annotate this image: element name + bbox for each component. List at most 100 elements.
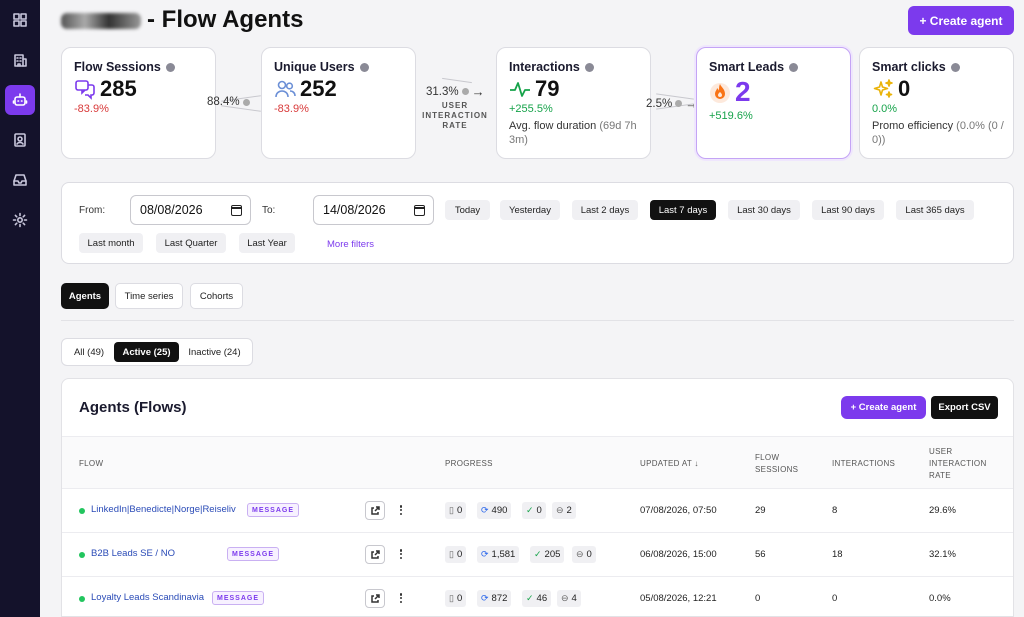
more-options-icon[interactable] [398, 547, 404, 561]
preset-today[interactable]: Today [445, 200, 490, 220]
col-updated-at[interactable]: UPDATED AT ↓ [640, 459, 699, 468]
to-label: To: [262, 205, 276, 216]
interactions-title: Interactions [509, 60, 594, 74]
info-icon[interactable] [675, 100, 683, 107]
unique-users-card: Unique Users 252 -83.9% [261, 47, 416, 159]
create-agent-button[interactable]: + Create agent [908, 6, 1014, 35]
document-icon: ▯ [449, 505, 454, 515]
status-all[interactable]: All (49) [73, 346, 105, 358]
preset-last-month[interactable]: Last month [79, 233, 143, 253]
interaction-rate-cell: 32.1% [929, 549, 956, 560]
col-interactions[interactable]: INTERACTIONS [832, 459, 896, 468]
preset-last-quarter[interactable]: Last Quarter [156, 233, 226, 253]
check-icon: ✓ [526, 505, 534, 515]
interactions-leads-rate: 2.5% → [646, 96, 699, 111]
flow-name-link[interactable]: Loyalty Leads Scandinavia [91, 592, 205, 603]
table-header: FLOW PROGRESS UPDATED AT ↓ FLOW SESSIONS… [62, 436, 1013, 489]
flow-name-link[interactable]: B2B Leads SE / NO [91, 548, 175, 559]
preset-last-2-days[interactable]: Last 2 days [572, 200, 638, 220]
contact-icon[interactable] [5, 125, 35, 155]
calendar-icon[interactable] [231, 205, 242, 216]
progress-skipped: ⊖ 0 [572, 546, 596, 563]
preset-yesterday[interactable]: Yesterday [500, 200, 560, 220]
more-options-icon[interactable] [398, 503, 404, 517]
active-status-dot [79, 508, 85, 514]
preset-last-year[interactable]: Last Year [239, 233, 295, 253]
interactions-cell: 0 [832, 593, 838, 604]
from-date-input[interactable]: 08/08/2026 [130, 195, 251, 225]
check-icon: ✓ [526, 593, 534, 603]
info-icon[interactable] [950, 62, 960, 72]
status-active[interactable]: Active (25) [114, 342, 179, 362]
to-date-input[interactable]: 14/08/2026 [313, 195, 434, 225]
interaction-rate-cell: 29.6% [929, 505, 956, 516]
grid-icon[interactable] [5, 5, 35, 35]
table-row[interactable]: LinkedIn|Benedicte|Norge|Reiseliv MESSAG… [62, 489, 1013, 533]
status-filter: All (49) Active (25) Inactive (24) [61, 338, 253, 366]
col-flow-sessions[interactable]: FLOW SESSIONS [755, 453, 799, 474]
smart-clicks-value: 0 [872, 76, 910, 102]
info-icon[interactable] [359, 62, 369, 72]
bot-icon[interactable] [5, 85, 35, 115]
date-filter-panel: From: 08/08/2026 To: 14/08/2026 Today Ye… [61, 182, 1014, 264]
smart-clicks-title: Smart clicks [872, 60, 960, 74]
table-title: Agents (Flows) [79, 399, 187, 416]
smart-clicks-card: Smart clicks 0 0.0% Promo efficiency (0.… [859, 47, 1014, 159]
inbox-icon[interactable] [5, 165, 35, 195]
more-options-icon[interactable] [398, 591, 404, 605]
document-icon: ▯ [449, 549, 454, 559]
progress-skipped: ⊖ 4 [557, 590, 581, 607]
document-icon: ▯ [449, 593, 454, 603]
open-external-button[interactable] [365, 545, 385, 564]
col-user-interaction-rate[interactable]: USER INTERACTION RATE [929, 447, 987, 480]
updated-at-cell: 07/08/2026, 07:50 [640, 505, 717, 516]
unique-users-title: Unique Users [274, 60, 369, 74]
unique-users-value: 252 [274, 76, 337, 102]
external-link-icon [371, 593, 380, 603]
info-icon[interactable] [461, 88, 469, 95]
progress-done: ✓ 205 [530, 546, 565, 563]
interactions-cell: 8 [832, 505, 838, 516]
preset-last-90-days[interactable]: Last 90 days [812, 200, 884, 220]
table-create-agent-button[interactable]: + Create agent [841, 396, 926, 419]
arrow-right-icon: → [685, 96, 699, 111]
preset-last-30-days[interactable]: Last 30 days [728, 200, 800, 220]
tab-agents[interactable]: Agents [61, 283, 109, 309]
preset-last-365-days[interactable]: Last 365 days [896, 200, 974, 220]
smart-leads-value: 2 [709, 76, 751, 108]
smart-leads-change: +519.6% [709, 110, 753, 122]
progress-done: ✓ 0 [522, 502, 546, 519]
unique-users-change: -83.9% [274, 103, 309, 115]
info-icon[interactable] [789, 62, 799, 72]
col-progress[interactable]: PROGRESS [445, 459, 493, 468]
info-icon[interactable] [242, 98, 250, 106]
preset-last-7-days[interactable]: Last 7 days [650, 200, 716, 220]
status-inactive[interactable]: Inactive (24) [188, 346, 241, 358]
progress-loop: ⟳ 1,581 [477, 546, 520, 563]
open-external-button[interactable] [365, 589, 385, 608]
info-icon[interactable] [584, 62, 594, 72]
user-interaction-rate-caption: USER INTERACTION RATE [422, 101, 488, 130]
table-row[interactable]: B2B Leads SE / NO MESSAGE ▯ 0 ⟳ 1,581 ✓ 205… [62, 533, 1013, 577]
info-icon[interactable] [165, 62, 175, 72]
flame-icon [710, 83, 730, 103]
table-row[interactable]: Loyalty Leads Scandinavia MESSAGE ▯ 0 ⟳ 87… [62, 577, 1013, 616]
gear-icon[interactable] [5, 205, 35, 235]
col-flow[interactable]: FLOW [79, 459, 104, 468]
export-csv-button[interactable]: Export CSV [931, 396, 998, 419]
calendar-icon[interactable] [414, 205, 425, 216]
active-status-dot [79, 596, 85, 602]
tab-time-series[interactable]: Time series [115, 283, 183, 309]
flow-name-link[interactable]: LinkedIn|Benedicte|Norge|Reiseliv [91, 504, 236, 515]
chat-icon [75, 80, 95, 100]
message-badge: MESSAGE [227, 547, 280, 561]
page-title: - Flow Agents [61, 6, 303, 34]
building-icon[interactable] [5, 45, 35, 75]
tab-cohorts[interactable]: Cohorts [190, 283, 243, 309]
minus-circle-icon: ⊖ [561, 593, 569, 603]
message-badge: MESSAGE [247, 503, 300, 517]
refresh-icon: ⟳ [481, 593, 489, 603]
open-external-button[interactable] [365, 501, 385, 520]
connector-line [442, 77, 472, 84]
more-filters-link[interactable]: More filters [327, 239, 374, 250]
